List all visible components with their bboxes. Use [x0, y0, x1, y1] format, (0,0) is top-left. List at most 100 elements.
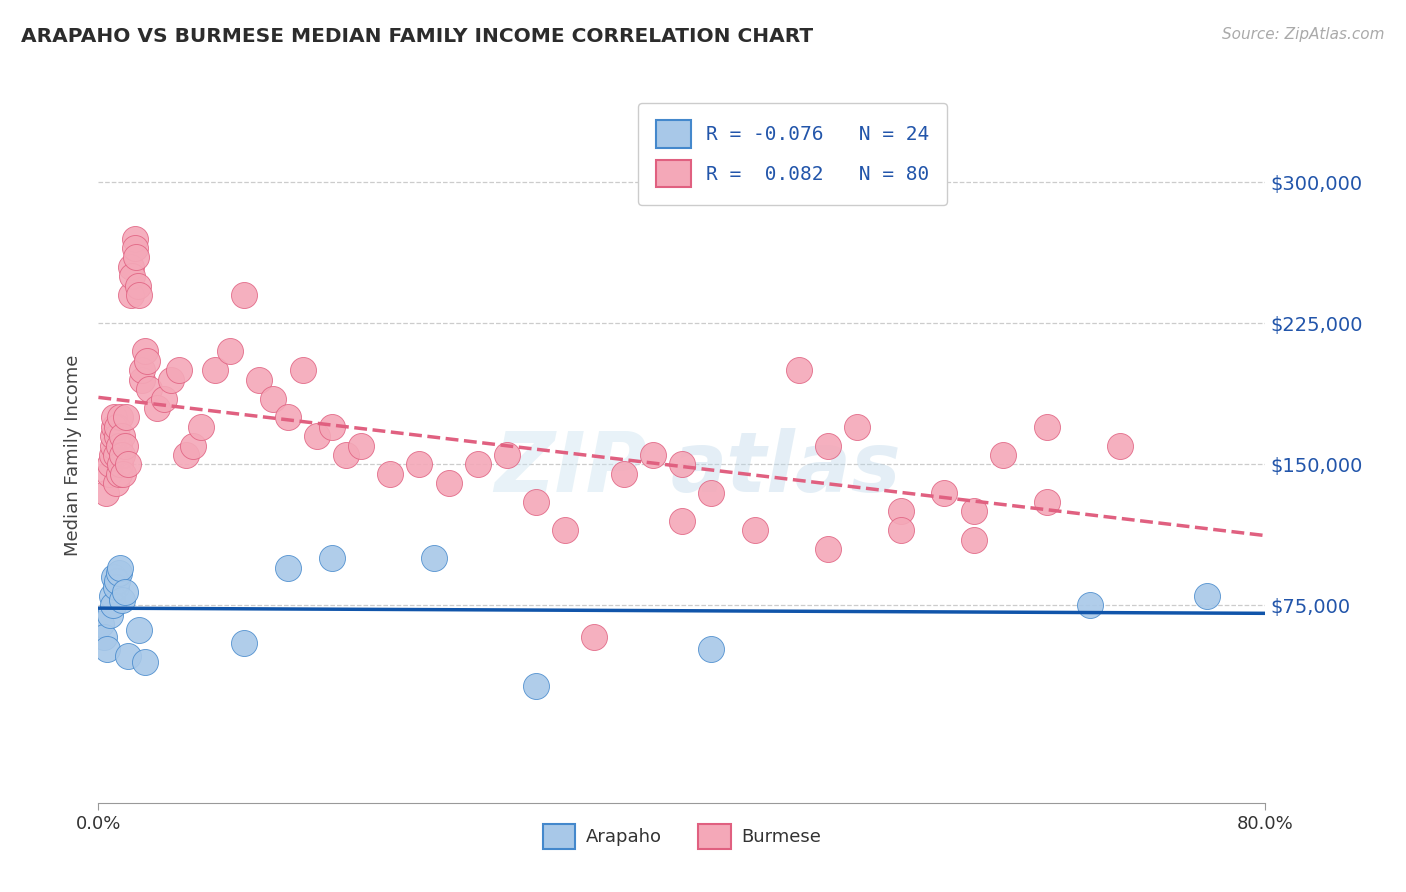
Point: [124, 241, 146, 255]
Point: [111, 592, 134, 607]
Point: [103, 419, 125, 434]
Point: [181, 438, 204, 452]
Point: [101, 599, 124, 613]
Point: [127, 278, 149, 293]
Point: [117, 649, 139, 664]
Point: [277, 560, 299, 574]
Point: [112, 467, 135, 481]
Point: [1035, 495, 1057, 509]
Point: [1195, 589, 1218, 603]
Point: [524, 495, 547, 509]
Point: [120, 288, 142, 302]
Point: [114, 438, 136, 452]
Point: [233, 636, 256, 650]
Point: [124, 232, 146, 246]
Point: [115, 410, 138, 425]
Point: [554, 523, 576, 537]
Point: [108, 467, 131, 481]
Point: [98, 607, 121, 622]
Point: [101, 438, 124, 452]
Point: [408, 458, 430, 472]
Point: [108, 438, 131, 452]
Point: [160, 373, 183, 387]
Point: [380, 467, 402, 481]
Point: [101, 429, 124, 443]
Point: [111, 448, 134, 462]
Point: [128, 288, 150, 302]
Text: atlas: atlas: [671, 428, 901, 509]
Point: [233, 288, 256, 302]
Point: [174, 448, 197, 462]
Point: [262, 392, 284, 406]
Text: ZIP: ZIP: [495, 428, 647, 509]
Point: [110, 560, 132, 574]
Point: [962, 504, 984, 518]
Point: [128, 623, 150, 637]
Point: [135, 354, 157, 368]
Point: [134, 344, 156, 359]
Point: [612, 467, 634, 481]
Point: [467, 458, 489, 472]
Point: [1080, 599, 1102, 613]
Text: ARAPAHO VS BURMESE MEDIAN FAMILY INCOME CORRELATION CHART: ARAPAHO VS BURMESE MEDIAN FAMILY INCOME …: [21, 27, 813, 45]
Text: Source: ZipAtlas.com: Source: ZipAtlas.com: [1222, 27, 1385, 42]
Point: [114, 585, 136, 599]
Point: [817, 541, 839, 556]
Point: [321, 551, 343, 566]
Point: [153, 392, 176, 406]
Point: [146, 401, 169, 415]
Point: [167, 363, 190, 377]
Point: [117, 458, 139, 472]
Point: [247, 373, 270, 387]
Point: [104, 580, 127, 594]
Point: [671, 514, 693, 528]
Point: [110, 458, 132, 472]
Point: [104, 448, 127, 462]
Point: [817, 438, 839, 452]
Point: [321, 419, 343, 434]
Point: [437, 476, 460, 491]
Point: [134, 655, 156, 669]
Point: [423, 551, 446, 566]
Point: [524, 679, 547, 693]
Point: [110, 410, 132, 425]
Legend: Arapaho, Burmese: Arapaho, Burmese: [536, 816, 828, 856]
Point: [96, 641, 118, 656]
Point: [890, 523, 912, 537]
Point: [787, 363, 810, 377]
Point: [103, 410, 125, 425]
Point: [307, 429, 329, 443]
Point: [335, 448, 357, 462]
Point: [131, 373, 153, 387]
Point: [103, 570, 125, 584]
Point: [94, 485, 117, 500]
Point: [111, 429, 134, 443]
Point: [100, 448, 122, 462]
Point: [1108, 438, 1130, 452]
Point: [846, 419, 869, 434]
Point: [104, 476, 127, 491]
Point: [98, 458, 121, 472]
Point: [138, 382, 160, 396]
Point: [90, 617, 112, 632]
Point: [121, 269, 143, 284]
Point: [1035, 419, 1057, 434]
Point: [105, 429, 128, 443]
Point: [97, 467, 120, 481]
Point: [105, 574, 128, 588]
Point: [700, 641, 723, 656]
Point: [108, 566, 131, 581]
Point: [641, 448, 664, 462]
Point: [934, 485, 956, 500]
Point: [218, 344, 240, 359]
Point: [105, 419, 128, 434]
Point: [204, 363, 226, 377]
Point: [991, 448, 1014, 462]
Point: [700, 485, 723, 500]
Point: [190, 419, 212, 434]
Point: [125, 251, 148, 265]
Point: [350, 438, 373, 452]
Point: [100, 589, 122, 603]
Point: [131, 363, 153, 377]
Point: [120, 260, 142, 274]
